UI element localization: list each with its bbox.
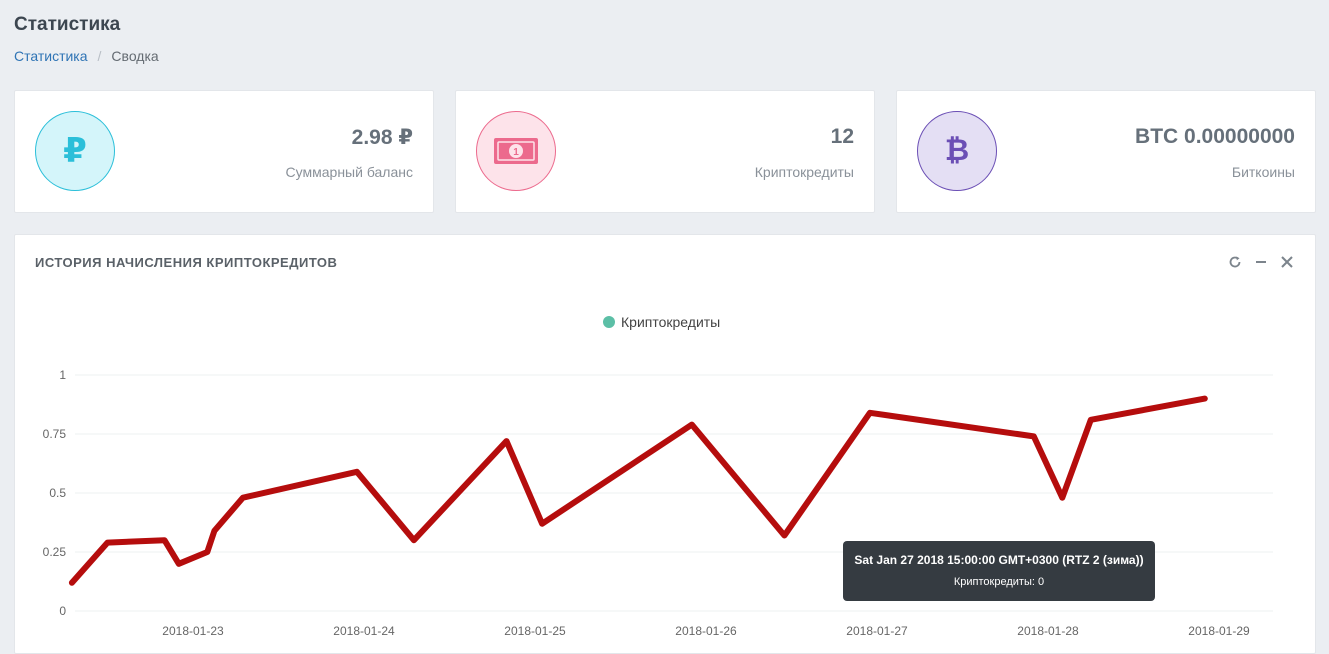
x-tick-label: 2018-01-26 (675, 624, 737, 638)
money-icon: 1 (476, 111, 556, 191)
x-tick-label: 2018-01-23 (162, 624, 224, 638)
y-tick-label: 0 (59, 604, 66, 618)
cryptocredits-history-panel: ИСТОРИЯ НАЧИСЛЕНИЯ КРИПТОКРЕДИТОВ Крипто… (14, 234, 1316, 654)
breadcrumb: Статистика / Сводка (14, 48, 159, 64)
series-line-cryptocredits[interactable] (68, 395, 1208, 586)
balance-value: 2.98 ₽ (351, 126, 413, 149)
banknote-icon: 1 (494, 138, 538, 164)
balance-label: Суммарный баланс (285, 164, 413, 180)
svg-text:1: 1 (513, 147, 519, 158)
breadcrumb-link-statistics[interactable]: Статистика (14, 48, 88, 64)
breadcrumb-separator: / (97, 48, 102, 64)
ruble-icon: ₽ (35, 111, 115, 191)
panel-title: ИСТОРИЯ НАЧИСЛЕНИЯ КРИПТОКРЕДИТОВ (35, 255, 338, 270)
cryptocredits-label: Криптокредиты (754, 164, 854, 180)
minimize-icon[interactable] (1251, 252, 1271, 272)
chart-legend[interactable]: Криптокредиты (603, 314, 720, 330)
cryptocredits-value: 12 (830, 125, 854, 148)
panel-tools (1225, 252, 1297, 272)
close-icon[interactable] (1277, 252, 1297, 272)
bitcoin-value: BTC 0.00000000 (1135, 125, 1295, 148)
legend-label: Криптокредиты (621, 314, 721, 330)
x-tick-label: 2018-01-29 (1188, 624, 1250, 638)
breadcrumb-current: Сводка (111, 48, 159, 64)
x-tick-label: 2018-01-25 (504, 624, 566, 638)
cryptocredits-card: 1 12 Криптокредиты (455, 90, 875, 213)
bitcoin-label: Биткоины (1231, 164, 1295, 180)
x-tick-label: 2018-01-24 (333, 624, 395, 638)
bitcoin-card: ₿ BTC 0.00000000 Биткоины (896, 90, 1316, 213)
line-chart[interactable]: 0 0.25 0.5 0.75 1 2018-01-23 2018-01-24 2018-01… (15, 235, 1315, 639)
legend-marker (603, 316, 615, 328)
y-tick-label: 0.5 (49, 486, 66, 500)
x-tick-label: 2018-01-28 (1017, 624, 1079, 638)
chart-tooltip: Sat Jan 27 2018 15:00:00 GMT+0300 (RTZ 2… (843, 541, 1155, 601)
bitcoin-icon: ₿ (917, 111, 997, 191)
y-tick-label: 1 (59, 368, 66, 382)
x-tick-label: 2018-01-27 (846, 624, 908, 638)
y-tick-label: 0.75 (43, 427, 67, 441)
tooltip-title: Sat Jan 27 2018 15:00:00 GMT+0300 (RTZ 2… (854, 553, 1144, 567)
y-tick-label: 0.25 (43, 545, 67, 559)
tooltip-body: Криптокредиты: 0 (953, 576, 1045, 588)
balance-card: ₽ 2.98 ₽ Суммарный баланс (14, 90, 434, 213)
page-title: Статистика (14, 14, 121, 35)
refresh-icon[interactable] (1225, 252, 1245, 272)
